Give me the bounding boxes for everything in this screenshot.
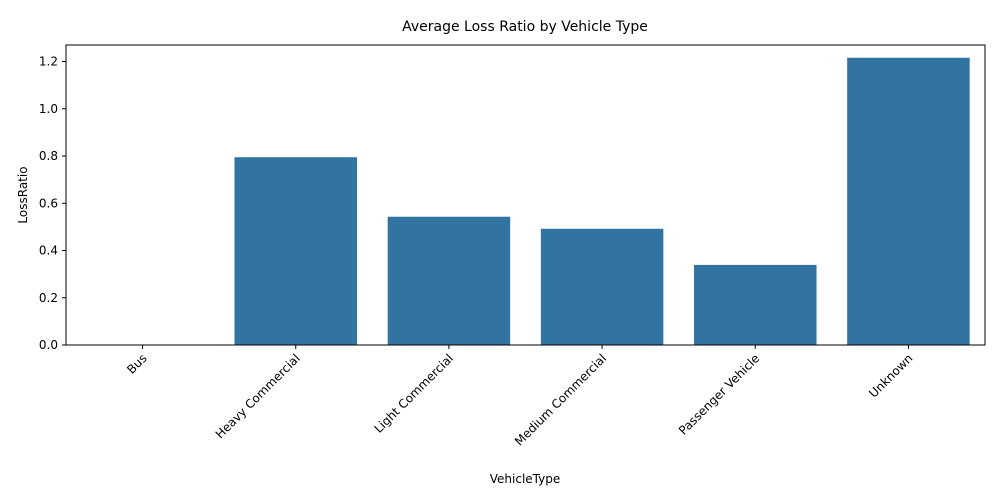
- x-axis: Bus Heavy Commercial Light Commercial Mediu…: [124, 345, 916, 449]
- plot-frame: [65, 44, 986, 346]
- y-axis: 0.0 0.2 0.4 0.6 0.8 1.0 1.2: [39, 55, 66, 352]
- x-tick-label: Light Commercial: [372, 351, 457, 436]
- x-tick-label: Unknown: [866, 351, 915, 400]
- y-tick-label: 1.0: [39, 102, 58, 116]
- x-tick-label: Bus: [124, 351, 150, 377]
- y-tick-label: 0.6: [39, 196, 58, 210]
- y-tick-label: 0.0: [39, 338, 58, 352]
- x-tick-label: Medium Commercial: [512, 351, 609, 448]
- bar-heavy-commercial: [234, 157, 358, 345]
- y-axis-label: LossRatio: [16, 166, 30, 223]
- bar-medium-commercial: [540, 228, 664, 345]
- x-axis-label: VehicleType: [490, 472, 560, 486]
- y-tick-label: 0.2: [39, 291, 58, 305]
- bar-passenger-vehicle: [693, 264, 817, 345]
- chart-title: Average Loss Ratio by Vehicle Type: [402, 19, 648, 35]
- y-tick-label: 0.8: [39, 149, 58, 163]
- x-tick-label: Heavy Commercial: [213, 351, 303, 441]
- x-tick-label: Passenger Vehicle: [676, 351, 762, 437]
- bar-unknown: [847, 57, 970, 345]
- bars-group: [234, 57, 970, 345]
- y-tick-label: 0.4: [39, 244, 58, 258]
- y-tick-label: 1.2: [39, 55, 58, 69]
- bar-light-commercial: [387, 216, 511, 345]
